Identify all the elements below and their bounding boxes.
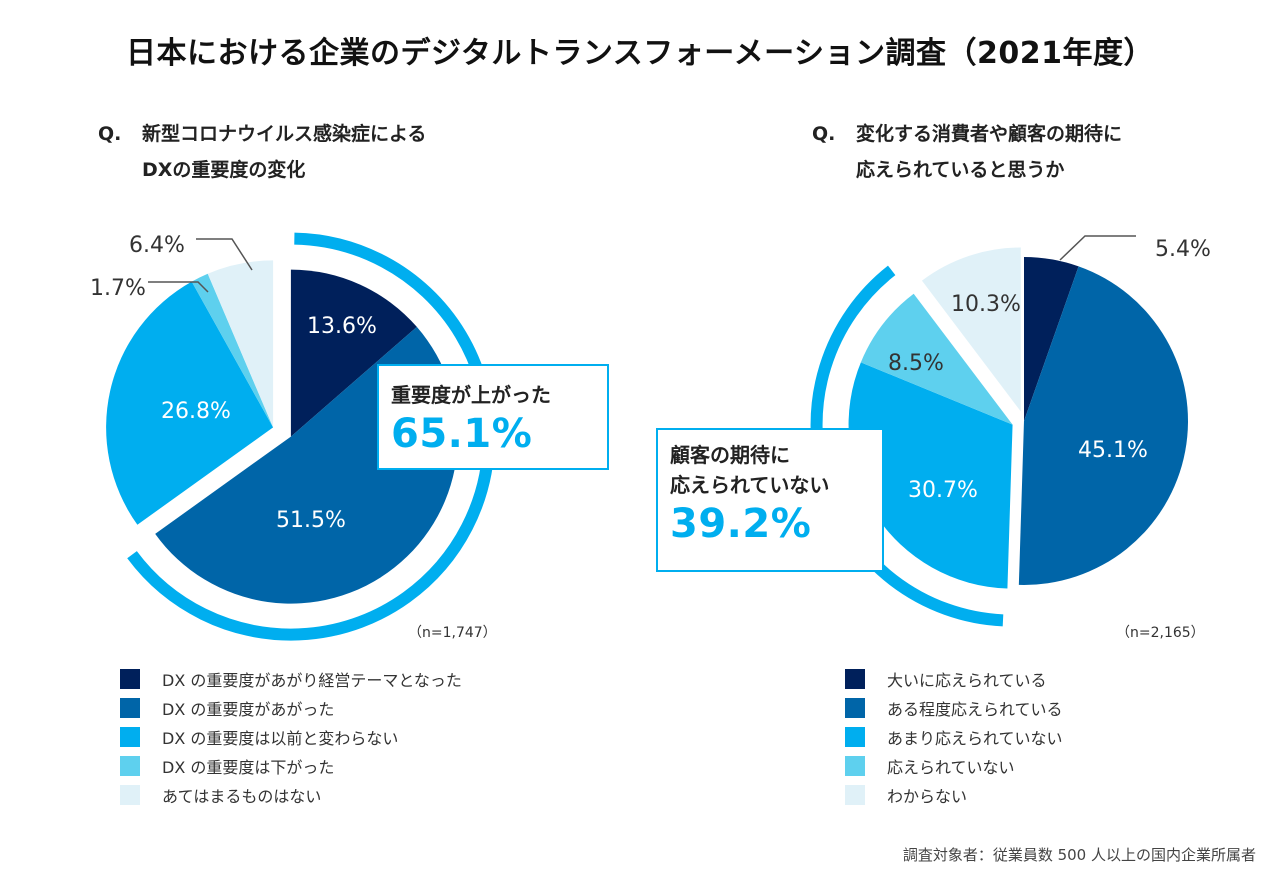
left-callout-value: 65.1%	[391, 411, 533, 457]
pie-slice	[1018, 266, 1188, 585]
slice-value-label: 13.6%	[307, 314, 377, 339]
slice-value-label: 30.7%	[908, 478, 978, 503]
right-pie: 5.4% 45.1% 30.7% 8.5% 10.3%	[810, 235, 1211, 627]
right-question-line2: 応えられていると思うか	[856, 159, 1065, 181]
slice-value-label: 6.4%	[129, 233, 185, 258]
pie-slice	[921, 247, 1021, 412]
left-question-prefix: Q.	[98, 123, 122, 145]
legend-item: DX の重要度は以前と変わらない	[120, 722, 462, 751]
right-legend: 大いに応えられている ある程度応えられている あまり応えられていない 応えられていない…	[845, 664, 1063, 809]
legend-swatch	[120, 784, 140, 805]
slice-value-label: 45.1%	[1078, 438, 1148, 463]
slice-value-label: 26.8%	[161, 399, 231, 424]
legend-swatch	[120, 668, 140, 689]
legend-label: あまり応えられていない	[887, 728, 1063, 748]
page-title: 日本における企業のデジタルトランスフォーメーション調査（2021年度）	[126, 36, 1154, 71]
leader-line	[196, 238, 253, 271]
left-sample-size: （n=1,747）	[408, 625, 497, 641]
pie-slice	[1024, 257, 1079, 421]
pie-slice	[848, 362, 1013, 589]
legend-swatch	[845, 784, 865, 805]
right-callout-box: 顧客の期待に 応えられていない 39.2%	[656, 428, 884, 572]
legend-label: あてはまるものはない	[162, 786, 322, 806]
right-sample-size: （n=2,165）	[1116, 625, 1205, 641]
leader-line	[1059, 235, 1136, 261]
legend-label: 応えられていない	[887, 757, 1015, 777]
legend-item: あてはまるものはない	[120, 780, 462, 809]
legend-item: DX の重要度は下がった	[120, 751, 462, 780]
legend-item: あまり応えられていない	[845, 722, 1063, 751]
legend-swatch	[120, 755, 140, 776]
left-legend: DX の重要度があがり経営テーマとなった DX の重要度があがった DX の重要度は…	[120, 664, 462, 809]
legend-label: DX の重要度があがった	[162, 699, 335, 719]
slice-value-label: 8.5%	[888, 351, 944, 376]
legend-label: 大いに応えられている	[887, 670, 1047, 690]
left-question: Q. 新型コロナウイルス感染症による DXの重要度の変化	[98, 116, 426, 188]
right-callout-value: 39.2%	[670, 501, 812, 547]
pie-slice	[290, 269, 417, 437]
pie-slice	[207, 260, 274, 428]
slice-value-label: 5.4%	[1155, 237, 1211, 262]
footnote: 調査対象者：従業員数 500 人以上の国内企業所属者	[902, 846, 1256, 864]
legend-label: ある程度応えられている	[887, 699, 1063, 719]
left-callout-box: 重要度が上がった 65.1%	[377, 364, 609, 470]
left-callout-label: 重要度が上がった	[391, 383, 551, 407]
left-question-line1: 新型コロナウイルス感染症による	[142, 123, 427, 145]
right-callout-label-line2: 応えられていない	[670, 473, 830, 497]
legend-swatch	[120, 697, 140, 718]
pie-slice	[191, 273, 274, 428]
legend-label: DX の重要度は下がった	[162, 757, 335, 777]
legend-swatch	[845, 668, 865, 689]
left-highlight-ring	[127, 232, 495, 641]
slice-value-label: 10.3%	[951, 292, 1021, 317]
legend-swatch	[845, 697, 865, 718]
right-question: Q. 変化する消費者や顧客の期待に 応えられていると思うか	[812, 116, 1122, 188]
legend-item: ある程度応えられている	[845, 693, 1063, 722]
legend-label: わからない	[887, 786, 968, 806]
pie-slice	[106, 281, 274, 525]
legend-item: DX の重要度があがった	[120, 693, 462, 722]
leader-line	[148, 281, 209, 293]
right-question-prefix: Q.	[812, 123, 836, 145]
legend-label: DX の重要度は以前と変わらない	[162, 728, 399, 748]
legend-swatch	[845, 726, 865, 747]
legend-item: わからない	[845, 780, 1063, 809]
right-callout-label-line1: 顧客の期待に	[670, 443, 790, 467]
pie-slice	[860, 293, 1013, 425]
right-question-line1: 変化する消費者や顧客の期待に	[856, 123, 1123, 145]
legend-swatch	[120, 726, 140, 747]
legend-item: DX の重要度があがり経営テーマとなった	[120, 664, 462, 693]
legend-label: DX の重要度があがり経営テーマとなった	[162, 670, 462, 690]
legend-item: 応えられていない	[845, 751, 1063, 780]
slice-value-label: 51.5%	[276, 508, 346, 533]
left-question-line2: DXの重要度の変化	[142, 159, 306, 181]
slice-value-label: 1.7%	[90, 276, 146, 301]
legend-swatch	[845, 755, 865, 776]
legend-item: 大いに応えられている	[845, 664, 1063, 693]
